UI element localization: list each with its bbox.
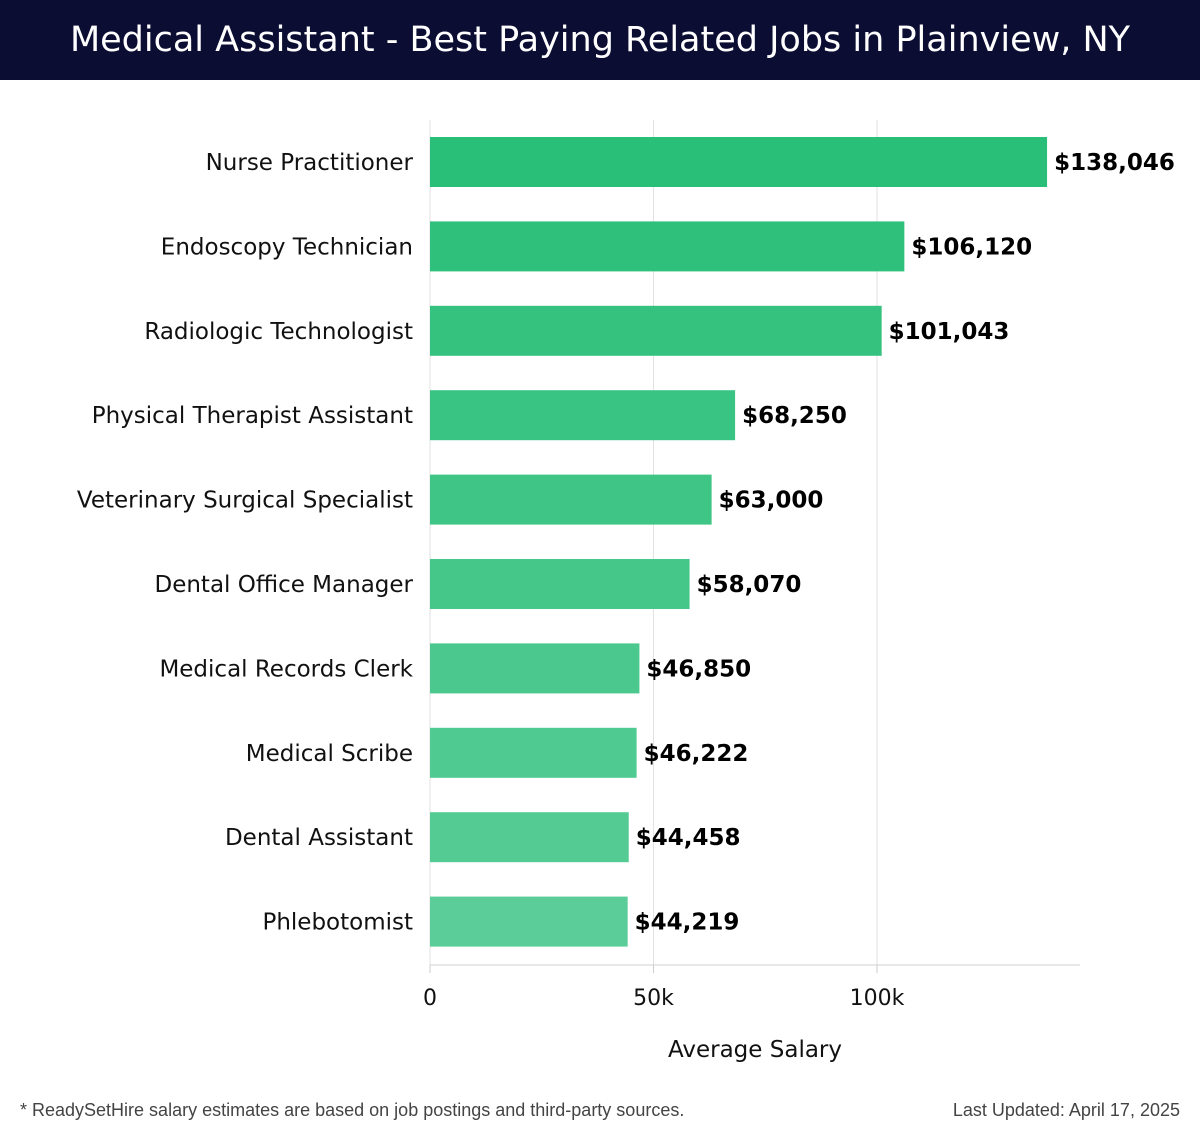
- bar: [430, 221, 905, 272]
- last-updated: Last Updated: April 17, 2025: [952, 1100, 1180, 1120]
- bar: [430, 727, 637, 778]
- category-label: Nurse Practitioner: [206, 150, 414, 176]
- value-label: $58,070: [697, 572, 802, 598]
- bar-chart: Nurse Practitioner $138,046 Endoscopy Tech…: [77, 120, 1175, 1063]
- category-label: Medical Scribe: [246, 741, 413, 767]
- category-label: Dental Office Manager: [154, 572, 413, 598]
- value-label: $46,222: [644, 741, 749, 767]
- value-label: $68,250: [742, 403, 847, 429]
- category-label: Medical Records Clerk: [159, 656, 413, 682]
- bar: [430, 643, 640, 694]
- category-label: Phlebotomist: [262, 910, 413, 936]
- bar: [430, 896, 628, 947]
- value-label: $106,120: [911, 234, 1032, 260]
- chart-title: Medical Assistant - Best Paying Related …: [69, 20, 1131, 60]
- category-label: Endoscopy Technician: [161, 234, 413, 260]
- bar: [430, 305, 882, 356]
- bar: [430, 812, 629, 863]
- bar: [430, 474, 712, 525]
- value-label: $44,219: [635, 910, 740, 936]
- bar: [430, 390, 736, 441]
- tick-label: 100k: [850, 986, 905, 1011]
- value-label: $44,458: [636, 825, 741, 851]
- bar: [430, 559, 690, 609]
- category-label: Veterinary Surgical Specialist: [77, 488, 413, 514]
- value-label: $63,000: [719, 488, 824, 514]
- tick-label: 0: [423, 986, 437, 1011]
- category-label: Physical Therapist Assistant: [92, 403, 413, 429]
- tick-label: 50k: [633, 986, 674, 1011]
- value-label: $46,850: [646, 656, 751, 682]
- category-label: Radiologic Technologist: [144, 319, 413, 345]
- value-label: $138,046: [1054, 150, 1175, 176]
- chart-header: Medical Assistant - Best Paying Related …: [0, 0, 1200, 80]
- value-label: $101,043: [889, 319, 1010, 345]
- bar: [430, 137, 1048, 187]
- footer-note: * ReadySetHire salary estimates are base…: [20, 1100, 685, 1120]
- category-label: Dental Assistant: [225, 825, 413, 851]
- x-axis-title: Average Salary: [668, 1037, 842, 1063]
